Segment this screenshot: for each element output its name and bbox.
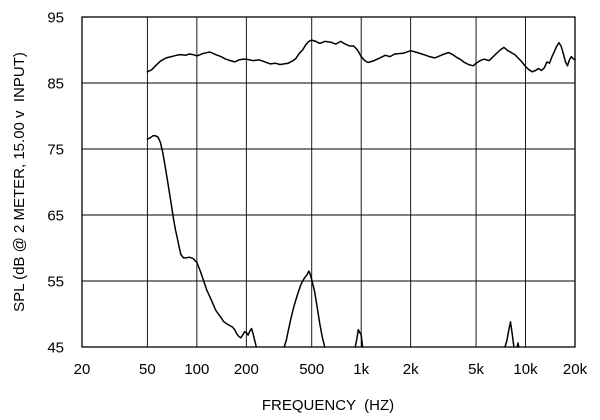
y-tick-label: 75 xyxy=(47,142,64,159)
plot-frame xyxy=(81,16,576,348)
y-tick-label: 55 xyxy=(47,274,64,291)
y-tick-labels: 45 55 65 75 85 95 xyxy=(47,10,64,357)
x-tick-label: 2k xyxy=(403,361,419,378)
y-axis-title: SPL (dB @ 2 METER, 15.00 v INPUT) xyxy=(11,52,28,312)
x-tick-label: 1k xyxy=(353,361,369,378)
x-tick-label: 5k xyxy=(468,361,484,378)
grid-layer xyxy=(81,16,576,348)
series-layer xyxy=(146,39,576,348)
series-line xyxy=(516,342,520,348)
x-tick-label: 100 xyxy=(184,361,209,378)
x-tick-label: 500 xyxy=(299,361,324,378)
series-line xyxy=(354,329,364,348)
x-axis-title: FREQUENCY (HZ) xyxy=(262,397,394,414)
y-tick-label: 85 xyxy=(47,76,64,93)
x-tick-label: 10k xyxy=(513,361,538,378)
x-tick-label: 20 xyxy=(74,361,91,378)
y-tick-label: 45 xyxy=(47,340,64,357)
series-line xyxy=(504,321,515,348)
x-tick-label: 20k xyxy=(563,361,588,378)
x-tick-label: 200 xyxy=(234,361,259,378)
series-line xyxy=(146,39,576,73)
x-tick-labels: 20 50 100 200 500 1k 2k 5k 10k 20k xyxy=(74,361,588,378)
series-line xyxy=(146,135,258,348)
x-tick-label: 50 xyxy=(139,361,156,378)
series-line xyxy=(283,270,326,348)
y-tick-label: 95 xyxy=(47,10,64,27)
y-tick-label: 65 xyxy=(47,208,64,225)
